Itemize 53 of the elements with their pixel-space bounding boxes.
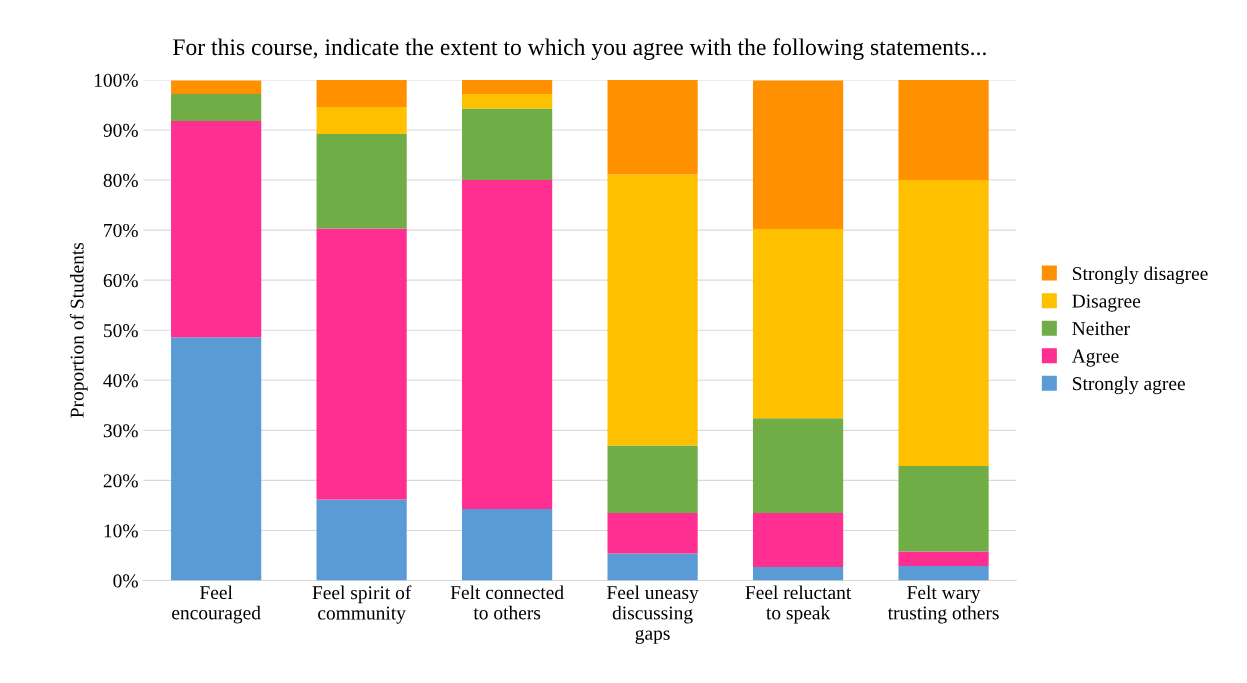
y-tick-label: 50% (104, 324, 138, 338)
legend-label: Disagree (1072, 294, 1141, 312)
chart-title: For this course, indicate the extent to which you agree with the following statements... (173, 38, 986, 61)
x-tick-label: Feel encouraged (172, 585, 261, 624)
y-tick-label: 10% (104, 524, 138, 538)
bar (607, 174, 698, 446)
x-tick-label: Feel reluctant to speak (745, 585, 852, 624)
bar (316, 106, 407, 134)
bar (898, 79, 989, 181)
y-tick-label: 70% (104, 223, 138, 238)
bar (607, 512, 698, 554)
bar (171, 80, 262, 94)
bar (316, 79, 407, 107)
y-tick-label: 100% (94, 73, 138, 87)
bar (316, 133, 407, 229)
bar (462, 180, 553, 509)
bar (462, 508, 553, 581)
bar (171, 120, 262, 338)
bar (752, 512, 844, 568)
y-axis-title: Proportion of Students (69, 242, 88, 418)
bar (171, 337, 262, 581)
x-tick-label: Feel spirit of community (312, 585, 412, 624)
bar (898, 465, 989, 552)
bar (462, 108, 553, 181)
bar (462, 79, 553, 94)
bar (607, 553, 698, 581)
bar (752, 418, 844, 513)
x-tick-label: Felt wary trusting others (887, 585, 999, 624)
bar (752, 229, 844, 419)
bar (316, 228, 407, 500)
bar (607, 79, 698, 175)
bar (898, 551, 989, 567)
bar (607, 445, 698, 513)
y-tick-label: 0% (113, 574, 138, 588)
legend-label: Strongly agree (1073, 376, 1185, 395)
bar (316, 499, 407, 581)
bar (898, 566, 989, 581)
y-tick-label: 40% (103, 374, 138, 388)
legend-label: Neither (1072, 321, 1130, 336)
legend-label: Strongly disagree (1073, 266, 1208, 285)
y-tick-label: 90% (103, 123, 138, 137)
bar (171, 93, 262, 121)
x-tick-label: Felt connected to others (450, 585, 564, 620)
y-tick-label: 20% (103, 474, 138, 488)
x-tick-label: Feel uneasy discussing gaps (606, 585, 699, 644)
y-tick-label: 60% (103, 273, 138, 288)
legend-label: Agree (1071, 349, 1119, 367)
y-tick-label: 80% (103, 173, 138, 188)
y-tick-label: 30% (103, 424, 138, 438)
bar (462, 93, 553, 109)
bar (898, 180, 989, 466)
bar (752, 80, 844, 230)
bar (752, 567, 844, 581)
